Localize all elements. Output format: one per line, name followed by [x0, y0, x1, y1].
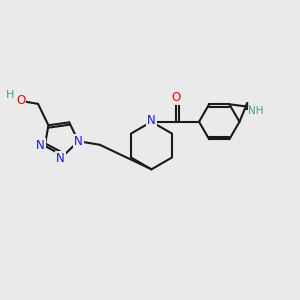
Text: N: N — [56, 152, 65, 165]
Text: O: O — [16, 94, 26, 107]
Text: N: N — [36, 140, 45, 152]
Text: O: O — [171, 91, 181, 103]
Text: NH: NH — [248, 106, 264, 116]
Text: H: H — [6, 90, 14, 100]
Text: N: N — [74, 135, 83, 148]
Text: N: N — [147, 114, 156, 127]
